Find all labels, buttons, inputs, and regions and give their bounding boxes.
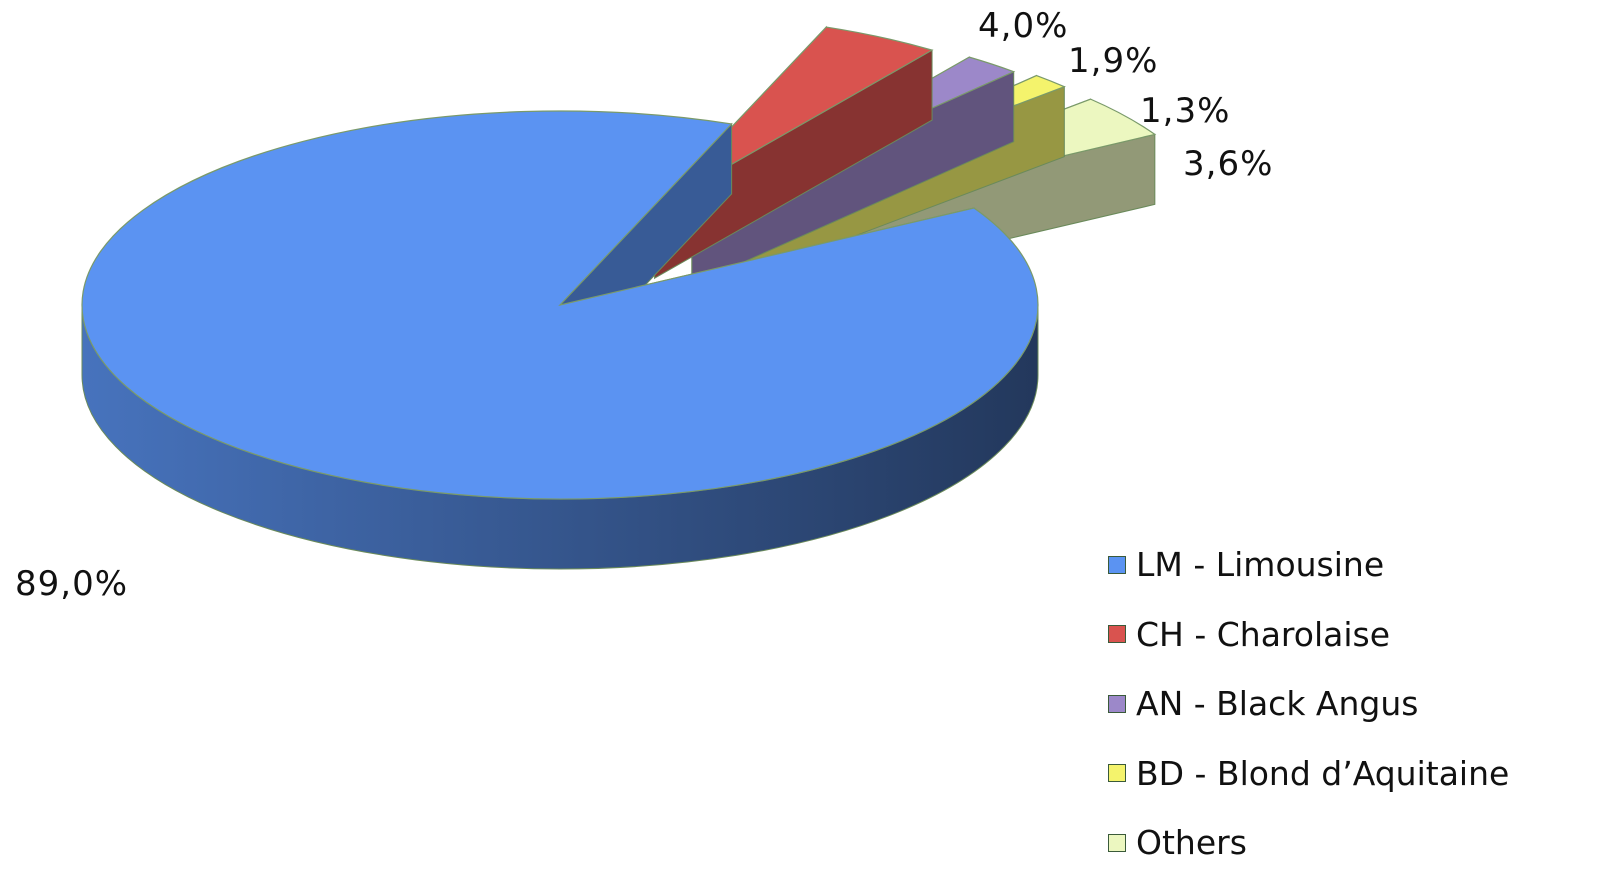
legend-label: LM - Limousine	[1136, 545, 1385, 585]
data-label-bd: 1,3%	[1140, 91, 1230, 131]
legend-item: AN - Black Angus	[1108, 669, 1509, 739]
legend-swatch	[1108, 764, 1126, 783]
legend-label: Others	[1136, 823, 1247, 863]
legend-item: LM - Limousine	[1108, 530, 1509, 600]
legend-swatch	[1108, 694, 1126, 713]
legend-swatch	[1108, 833, 1126, 852]
legend-label: AN - Black Angus	[1136, 684, 1419, 724]
legend: LM - Limousine CH - Charolaise AN - Black …	[1108, 530, 1509, 878]
data-label-others: 3,6%	[1183, 144, 1273, 184]
pie-slices	[81, 25, 1157, 570]
legend-swatch	[1108, 555, 1126, 574]
pie-labels: 89,0% 4,0%1,9% 1,3% 3,6%	[15, 6, 1273, 604]
legend-item: BD - Blond d’Aquitaine	[1108, 739, 1509, 809]
slice-lm	[81, 110, 1039, 570]
data-label-ch: 4,0%	[978, 6, 1068, 46]
legend-item: Others	[1108, 808, 1509, 878]
data-label-an: 1,9%	[1068, 41, 1158, 81]
legend-label: CH - Charolaise	[1136, 614, 1391, 654]
legend-item: CH - Charolaise	[1108, 600, 1509, 670]
legend-swatch	[1108, 625, 1126, 644]
legend-label: BD - Blond d’Aquitaine	[1136, 753, 1510, 793]
data-label-lm: 89,0%	[15, 564, 128, 604]
